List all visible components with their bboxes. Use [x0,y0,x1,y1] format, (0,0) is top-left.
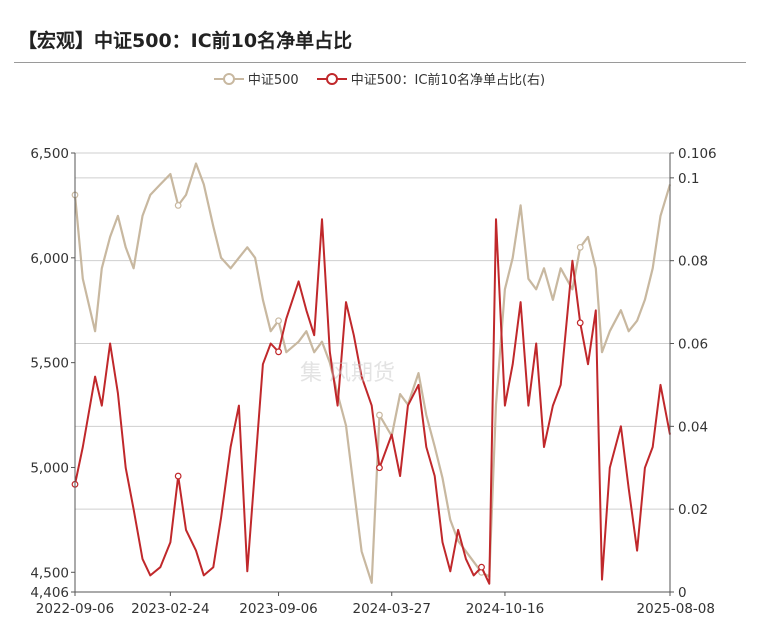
legend-item-ratio[interactable]: 中证500：IC前10名净单占比(右) [316,69,546,88]
left-tick-label: 6,500 [30,146,69,162]
right-tick-label: 0.06 [678,337,708,353]
legend-swatch-ratio [316,72,347,85]
left-tick-label: 5,500 [30,356,69,372]
watermark-text: 集 风期货 [300,361,395,386]
legend-label-ratio: 中证500：IC前10名净单占比(右) [350,73,546,88]
right-tick-label: 0.04 [678,419,708,435]
grid-lines [75,152,670,510]
left-tick-label: 4,406 [30,585,69,601]
x-tick-label: 2024-10-16 [466,601,544,617]
series-point-ratio [478,563,485,571]
legend-label-index: 中证500 [247,73,299,88]
axes: 6,500 6,000 5,500 5,000 4,500 4,406 0.106 0.1 0.… [30,146,716,617]
x-tick-label: 2023-02-24 [131,601,209,617]
series-point-index [576,243,584,251]
right-tick-label: 0.1 [678,171,699,187]
left-tick-label: 5,000 [30,460,69,476]
legend-item-index[interactable]: 中证500 [213,69,299,88]
series-point-ratio [376,464,383,472]
right-tick-label: 0.02 [678,502,708,518]
right-tick-label: 0.106 [678,146,717,162]
x-tick-label: 2022-09-06 [36,601,114,617]
series-point-index [275,317,282,325]
right-tick-label: 0 [678,585,687,601]
series-point-index [376,411,383,419]
x-tick-label: 2024-03-27 [353,601,431,617]
right-tick-label: 0.08 [678,254,708,270]
series-line-index [73,162,672,584]
series-point-ratio [576,319,584,327]
series-point-ratio [174,472,182,480]
legend-swatch-index [213,72,244,85]
chart-title: 【宏观】中证500：IC前10名净单占比 [18,30,353,52]
left-tick-label: 6,000 [30,251,69,267]
left-tick-label: 4,500 [30,565,69,581]
series-point-ratio [275,348,282,356]
series-line-ratio [74,218,671,585]
legend: 中证500 中证500：IC前10名净单占比(右) [0,69,759,88]
x-tick-label: 2023-09-06 [239,601,317,617]
x-tick-label: 2025-08-08 [637,601,715,617]
series-point-index [174,202,182,209]
title-divider [14,62,746,63]
